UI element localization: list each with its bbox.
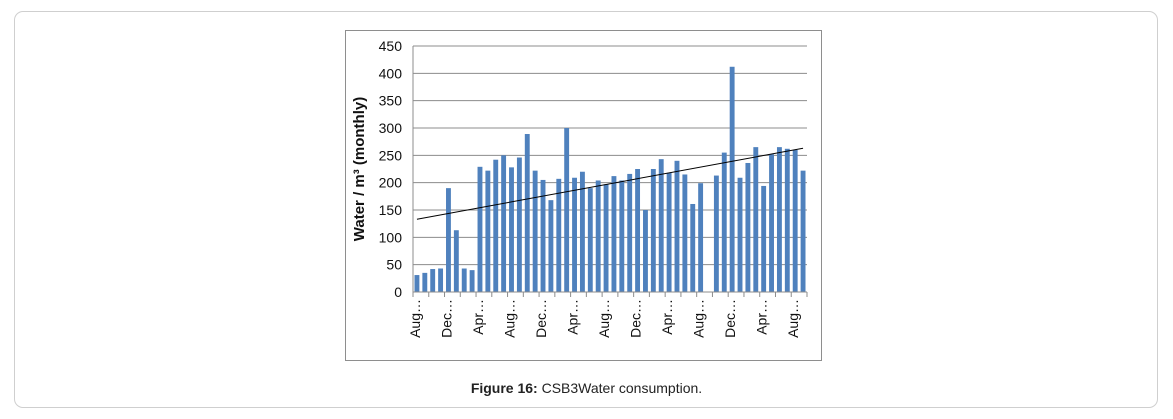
y-axis-label: Water / m³ (monthly) — [351, 97, 368, 241]
bar — [729, 66, 735, 292]
x-tick-label: Apr… — [565, 299, 581, 335]
y-tick-label: 250 — [379, 147, 403, 163]
bar — [721, 152, 727, 292]
x-tick-label: Aug… — [407, 299, 423, 338]
y-tick-label: 400 — [379, 65, 403, 81]
bar — [650, 169, 656, 292]
bar-chart: 0 50 100 150 200 250 300 350 400 450 Aug… Dec… Apr… A… — [351, 38, 808, 338]
bar — [540, 179, 546, 292]
bar — [713, 175, 719, 292]
bar — [461, 268, 467, 292]
bar — [769, 154, 774, 292]
bar — [422, 272, 428, 292]
x-tick-label: Dec… — [722, 299, 738, 338]
bar — [453, 230, 459, 292]
bar — [800, 170, 806, 292]
bar — [690, 203, 696, 292]
bar — [753, 147, 759, 292]
x-tick-label: Dec… — [533, 299, 549, 338]
y-tick-label: 450 — [379, 38, 403, 54]
trendline — [416, 147, 804, 220]
bar — [674, 160, 680, 292]
bar — [548, 200, 554, 292]
bar — [643, 210, 648, 292]
y-tick-label: 300 — [379, 120, 403, 136]
x-tick-label: Aug… — [691, 299, 707, 338]
bar — [414, 275, 420, 292]
bar — [627, 173, 633, 292]
x-tick-label: Dec… — [628, 299, 644, 338]
bar — [477, 166, 483, 292]
bar — [516, 157, 522, 292]
y-tick-label: 150 — [379, 202, 403, 218]
chart-container: 0 50 100 150 200 250 300 350 400 450 Aug… Dec… Apr… A… — [345, 30, 822, 361]
bar — [485, 170, 491, 292]
bar — [524, 134, 530, 292]
bar — [619, 180, 625, 292]
bar — [666, 172, 672, 292]
y-tick-label: 50 — [386, 257, 402, 273]
bar — [595, 180, 601, 292]
bar — [501, 155, 507, 292]
x-tick-label: Aug… — [502, 299, 518, 338]
x-tick-label: Apr… — [659, 299, 675, 335]
figure-caption: Figure 16: CSB3Water consumption. — [0, 380, 1173, 396]
bar — [784, 148, 790, 292]
bar — [761, 185, 767, 292]
x-tick-label: Apr… — [470, 299, 486, 335]
bar — [658, 159, 664, 292]
y-tick-label: 100 — [379, 229, 403, 245]
bar — [698, 183, 704, 292]
bar — [792, 149, 798, 292]
bar — [509, 167, 514, 292]
y-tick-label: 350 — [379, 93, 403, 109]
bar — [446, 188, 451, 292]
x-tick-label: Dec… — [438, 299, 454, 338]
bar — [635, 169, 641, 292]
bar — [587, 188, 593, 292]
bar — [556, 178, 562, 292]
bar — [469, 270, 475, 292]
x-tick-label: Aug… — [785, 299, 801, 338]
bar — [430, 269, 436, 292]
x-tick-label: Apr… — [754, 299, 770, 335]
caption-text: CSB3Water consumption. — [541, 380, 703, 396]
bar — [579, 171, 585, 292]
caption-label: Figure 16: — [470, 380, 538, 396]
x-tick-label: Aug… — [596, 299, 612, 338]
bar — [572, 177, 577, 292]
bar — [564, 128, 570, 292]
bar — [682, 174, 688, 292]
bar — [611, 176, 617, 292]
bar — [532, 170, 538, 292]
y-tick-label: 200 — [379, 175, 403, 191]
bar — [776, 147, 782, 292]
bar — [737, 177, 743, 292]
bar — [438, 268, 444, 292]
y-tick-label: 0 — [394, 284, 402, 300]
bar — [493, 159, 499, 292]
bar — [745, 162, 751, 292]
bar — [603, 184, 609, 292]
